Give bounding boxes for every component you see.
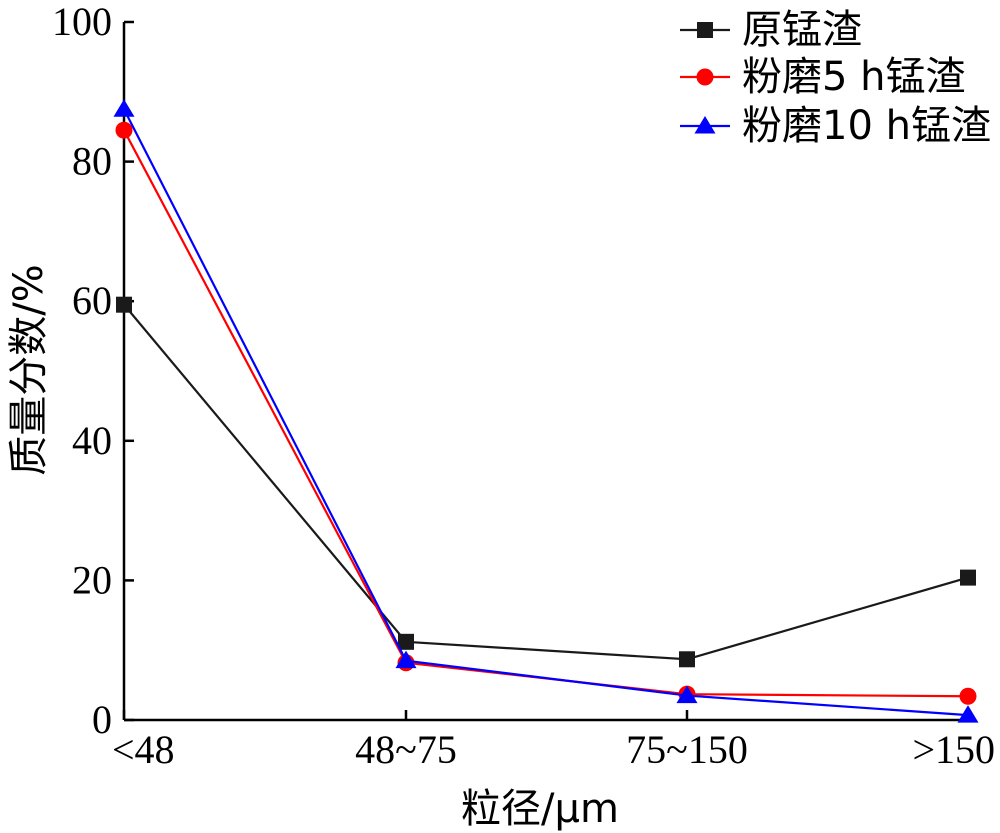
y-tick-label: 80 [72,139,112,184]
series-line [123,108,969,717]
data-point [116,296,132,313]
data-point [395,650,417,669]
y-tick-label: 0 [92,697,112,742]
x-ticks: <48 48~75 75~150 >150 [112,710,995,772]
x-tick-label: 75~150 [626,727,748,772]
data-point [115,121,133,139]
x-tick-label: >150 [912,727,995,772]
legend-marker [696,68,714,86]
legend-label: 原锰渣 [742,7,862,53]
y-tick-label: 60 [72,278,112,323]
x-tick-label: <48 [112,727,175,772]
x-tick-label: 48~75 [355,727,457,772]
series-line [123,129,969,698]
y-axis-label: 质量分数/% [6,264,52,475]
data-point [113,99,135,117]
data-point [679,651,695,668]
data-point [959,687,977,705]
series-1 [116,296,976,668]
y-ticks: 0 20 40 60 80 100 [52,0,134,742]
x-axis-label: 粒径/μm [461,786,619,832]
legend-marker [694,116,716,134]
series-2 [115,121,977,705]
legend-label: 粉磨10 h锰渣 [742,103,991,149]
legend-item: 原锰渣 [680,7,862,53]
series-3 [113,99,979,723]
data-point [960,569,976,586]
data-point [957,705,979,723]
y-tick-label: 40 [72,418,112,463]
series-group [113,99,979,723]
legend-label: 粉磨5 h锰渣 [742,54,966,100]
legend-item: 粉磨5 h锰渣 [680,54,966,100]
data-point [676,685,698,704]
y-tick-label: 20 [72,557,112,602]
legend-item: 粉磨10 h锰渣 [680,103,991,149]
data-point [398,633,414,650]
y-tick-label: 100 [52,0,112,44]
series-line [123,303,969,661]
legend-marker [697,22,713,38]
